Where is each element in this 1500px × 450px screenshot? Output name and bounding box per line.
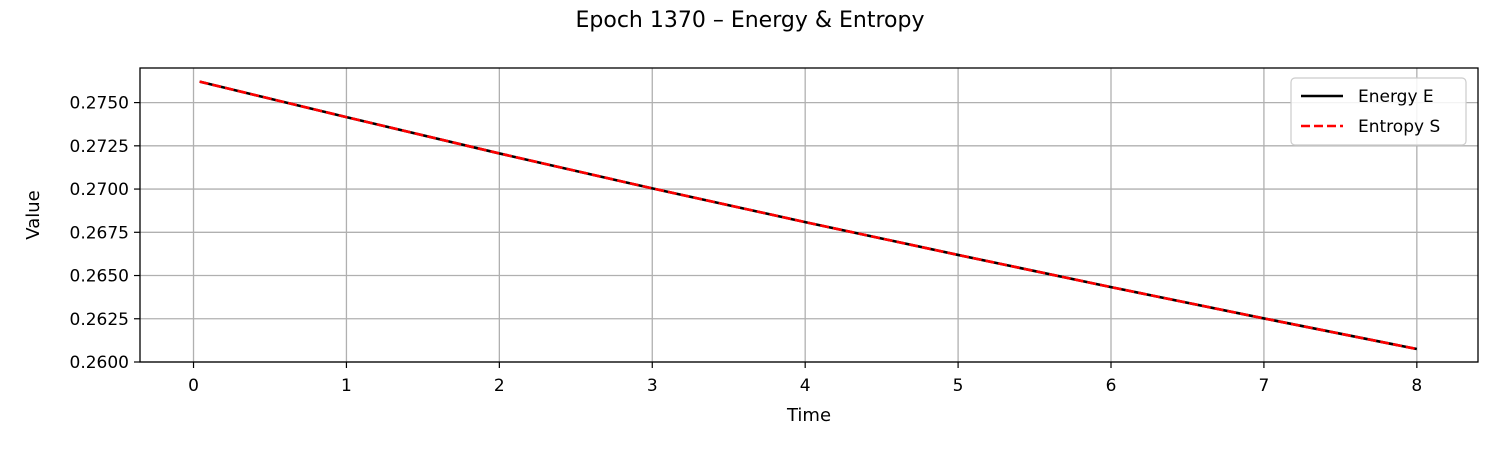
x-tick-label: 2 [494, 376, 505, 396]
x-tick-label: 5 [953, 376, 964, 396]
x-tick-label: 7 [1259, 376, 1270, 396]
y-axis-label: Value [23, 190, 44, 239]
y-tick-label: 0.2625 [70, 310, 129, 330]
series-line [199, 80, 1418, 351]
y-tick-label: 0.2650 [70, 267, 129, 287]
x-axis-label: Time [786, 405, 831, 426]
y-tick-label: 0.2600 [70, 353, 129, 373]
x-tick-label: 1 [341, 376, 352, 396]
chart-title: Epoch 1370 – Energy & Entropy [576, 8, 925, 33]
x-tick-label: 0 [188, 376, 199, 396]
x-tick-label: 3 [647, 376, 658, 396]
y-tick-label: 0.2750 [70, 94, 129, 114]
y-tick-label: 0.2725 [70, 137, 129, 157]
legend-label: Energy E [1358, 87, 1434, 107]
x-tick-label: 4 [800, 376, 811, 396]
legend: Energy E Entropy S [1290, 77, 1467, 146]
series-line [199, 80, 1418, 351]
plot-series [199, 80, 1418, 351]
x-tick-label: 6 [1106, 376, 1117, 396]
y-tick-label: 0.2675 [70, 223, 129, 243]
axis-ticks: 0 1 2 3 4 5 6 7 8 0.2600 0.2625 0.2650 0.2675 0.2700 0… [70, 94, 1423, 396]
x-tick-label: 8 [1411, 376, 1422, 396]
plot-frame [139, 67, 1479, 363]
grid [140, 68, 1478, 363]
y-tick-label: 0.2700 [70, 180, 129, 200]
legend-label: Entropy S [1358, 117, 1440, 137]
